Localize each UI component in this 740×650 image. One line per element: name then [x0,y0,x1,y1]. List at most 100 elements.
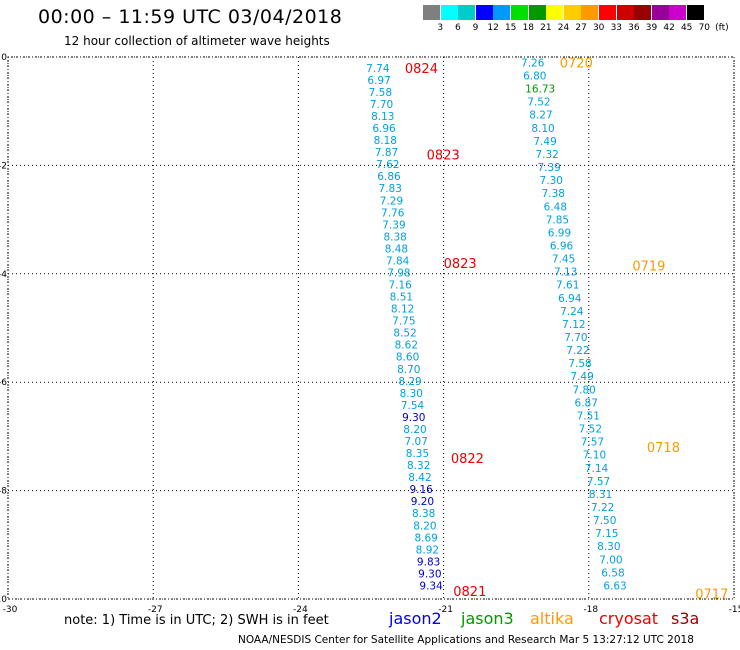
wave-height-label: 7.58 [568,358,591,370]
wave-height-label: 7.80 [572,384,595,396]
scale-label: (ft) [715,23,729,33]
plot-title: 00:00 – 11:59 UTC 03/04/2018 [38,6,343,28]
scale-swatch [599,5,616,20]
wave-height-label: 7.85 [546,214,569,226]
wave-height-label: 7.00 [599,554,622,566]
wave-height-label: 8.35 [406,448,429,460]
scale-swatch [458,5,476,20]
scale-label: 9 [472,23,479,33]
wave-height-label: 7.16 [388,280,412,292]
wave-height-label: 7.07 [405,436,428,448]
pass-time-label: 0822 [451,452,484,467]
scale-label: 18 [522,23,535,33]
wave-height-label: 7.29 [380,195,403,207]
scale-swatch [563,5,581,20]
wave-height-label: 7.70 [564,332,587,344]
wave-height-label: 7.83 [379,183,402,195]
wave-height-label: 8.42 [408,472,431,484]
wave-height-label: 8.20 [403,424,426,436]
y-tick-label: -2 [0,161,7,171]
legend-item-jason3: jason3 [461,609,514,628]
y-tick-label: -8 [0,487,7,497]
pass-time-label: 0718 [647,441,680,456]
pass-time-label: 0824 [405,62,438,77]
wave-height-label: 6.94 [558,293,582,305]
wave-height-label: 6.87 [575,397,598,409]
wave-height-label: 8.52 [393,328,416,340]
y-tick-label: -4 [0,270,7,280]
wave-height-label: 7.15 [595,528,618,540]
y-tick-label: -6 [0,378,7,388]
wave-height-label: 6.63 [603,580,626,592]
wave-height-label: 6.58 [601,567,624,579]
wave-height-label: 7.49 [570,371,593,383]
wave-height-label: 7.52 [527,97,550,109]
scale-swatch [581,5,599,20]
wave-height-label: 7.30 [540,175,563,187]
wave-height-label: 7.45 [552,254,575,266]
scale-swatch [475,5,493,20]
wave-height-label: 8.29 [398,376,421,388]
wave-height-label: 8.12 [391,304,414,316]
scale-swatch [440,5,458,20]
wave-height-label: 6.48 [544,201,567,213]
y-tick-label: 0 [1,53,7,63]
legend-item-jason2: jason2 [389,609,442,628]
wave-height-label: 9.20 [411,496,434,508]
wave-height-label: 7.39 [382,219,405,231]
wave-height-label: 6.96 [550,240,574,252]
x-tick-label: -21 [438,605,453,615]
plot-subtitle: 12 hour collection of altimeter wave hei… [64,34,330,48]
scale-label: 33 [610,23,623,33]
scale-label: 42 [663,23,675,33]
credits: NOAA/NESDIS Center for Satellite Applica… [238,634,694,646]
scale-swatch [687,5,704,20]
wave-height-label: 7.22 [591,502,614,514]
scale-swatch [511,5,528,20]
wave-height-label: 9.30 [402,412,425,424]
pass-time-label: 0823 [427,149,460,164]
x-tick-label: -27 [148,605,163,615]
scale-label: 21 [540,23,552,33]
wave-height-label: 8.13 [371,111,394,123]
scale-swatch [651,5,669,20]
wave-height-label: 8.69 [414,532,437,544]
wave-height-label: 8.30 [597,541,620,553]
wave-height-label: 7.57 [587,476,610,488]
wave-height-label: 7.39 [537,162,560,174]
wave-height-label: 7.32 [535,149,558,161]
scale-label: 27 [575,23,587,33]
wave-height-label: 9.30 [418,568,441,580]
pass-time-label: 0821 [453,585,486,600]
wave-height-label: 7.57 [581,437,604,449]
wave-height-label: 7.24 [560,306,584,318]
wave-height-label: 8.60 [396,352,419,364]
wave-height-label: 6.86 [377,171,401,183]
x-tick-label: -15 [729,605,740,615]
wave-height-label: 9.34 [419,580,443,592]
wave-height-label: 8.62 [395,340,418,352]
wave-height-label: 7.26 [521,57,545,69]
wave-height-label: 7.74 [366,63,390,75]
x-tick-label: -24 [293,605,308,615]
scale-label: 45 [680,23,693,33]
scale-swatch [669,5,687,20]
scale-label: 30 [592,23,605,33]
wave-height-label: 8.10 [531,123,554,135]
plot-border [7,56,735,600]
scale-label: 15 [504,23,517,33]
wave-height-label: 9.16 [409,484,433,496]
wave-height-label: 7.62 [376,159,399,171]
wave-height-label: 8.31 [589,489,612,501]
pass-time-label: 0720 [560,56,593,71]
scale-swatch [546,5,564,20]
wave-height-label: 8.48 [385,243,408,255]
scale-label: 70 [698,23,711,33]
y-tick-label: -10 [0,595,7,605]
wave-height-label: 7.61 [556,280,579,292]
scale-label: 6 [455,23,461,33]
scale-label: 3 [437,23,444,33]
legend-item-cryosat: cryosat [599,609,659,628]
x-tick-label: -18 [583,605,598,615]
wave-height-label: 7.54 [401,400,425,412]
